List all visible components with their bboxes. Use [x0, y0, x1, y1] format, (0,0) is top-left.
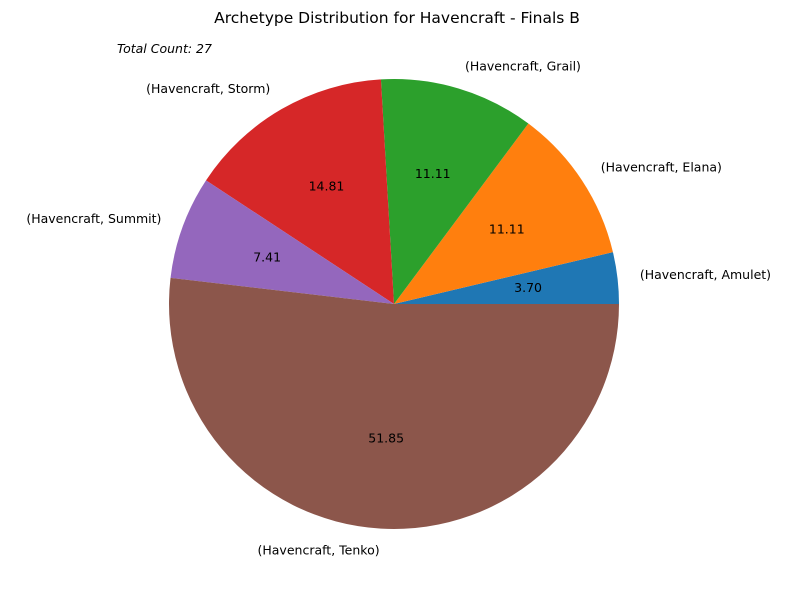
label-havencraft-grail: (Havencraft, Grail) — [465, 58, 581, 73]
label-havencraft-amulet: (Havencraft, Amulet) — [640, 267, 771, 282]
chart-title: Archetype Distribution for Havencraft - … — [214, 9, 580, 27]
label-havencraft-storm: (Havencraft, Storm) — [146, 81, 270, 96]
label-havencraft-tenko: (Havencraft, Tenko) — [258, 543, 380, 558]
percent-havencraft-tenko: 51.85 — [368, 430, 404, 445]
slice-havencraft-summit — [170, 180, 394, 304]
slice-havencraft-amulet — [394, 252, 619, 304]
percent-havencraft-amulet: 3.70 — [514, 280, 542, 295]
pie-labels: (Havencraft, Amulet) 3.70 (Havencraft, Ela… — [26, 58, 771, 557]
percent-havencraft-grail: 11.11 — [415, 166, 451, 181]
percent-havencraft-storm: 14.81 — [309, 179, 345, 194]
slice-havencraft-tenko — [169, 277, 620, 529]
percent-havencraft-elana: 11.11 — [489, 221, 525, 236]
slice-havencraft-storm — [206, 79, 394, 304]
percent-havencraft-summit: 7.41 — [253, 249, 281, 264]
label-havencraft-elana: (Havencraft, Elana) — [601, 159, 722, 174]
total-count-annotation: Total Count: 27 — [117, 41, 212, 56]
label-havencraft-summit: (Havencraft, Summit) — [26, 211, 161, 226]
pie-slices — [169, 78, 620, 529]
slice-havencraft-elana — [394, 123, 613, 304]
slice-havencraft-grail — [380, 78, 529, 304]
